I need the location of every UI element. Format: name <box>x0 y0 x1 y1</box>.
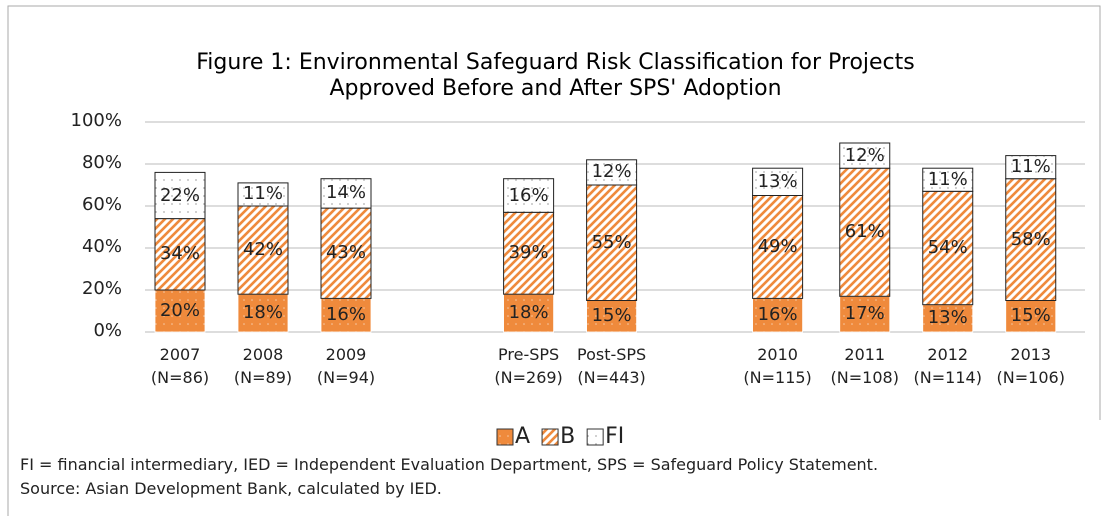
bar-segment <box>922 167 974 192</box>
y-tick-label: 80% <box>81 152 122 173</box>
bar-segment <box>752 195 804 299</box>
data-label: 11% <box>927 168 968 190</box>
bar-segment <box>320 178 372 209</box>
x-tick-label: Post-SPS (N=443) <box>576 345 647 387</box>
data-label: 12% <box>844 144 885 166</box>
data-label: 20% <box>159 300 200 321</box>
bar-segment <box>922 190 974 306</box>
data-label: 22% <box>159 184 200 206</box>
bar-segment <box>503 293 555 333</box>
bar-segment <box>154 289 206 333</box>
data-label: 12% <box>591 161 632 183</box>
bar-segment <box>1005 155 1057 180</box>
data-label: 14% <box>325 182 366 204</box>
bar-segment <box>237 205 289 295</box>
data-label: 13% <box>757 170 798 192</box>
x-tick-label: 2008 (N=89) <box>233 345 293 387</box>
x-tick-label: 2007 (N=86) <box>150 345 210 387</box>
data-label: 43% <box>325 242 366 264</box>
x-tick-label: 2010 (N=115) <box>743 345 812 387</box>
bar-segment <box>586 300 637 333</box>
data-label: 11% <box>1010 156 1051 178</box>
legend-swatch <box>496 428 514 446</box>
bar-segment <box>752 167 804 196</box>
y-tick-label: 60% <box>81 194 122 215</box>
data-label: 54% <box>927 237 968 258</box>
legend-label: FI <box>605 424 625 449</box>
data-label: 55% <box>591 231 632 253</box>
data-label: 15% <box>1010 305 1051 327</box>
bar-segment <box>1005 178 1057 301</box>
bar-segment <box>503 211 555 295</box>
y-tick-label: 40% <box>81 236 122 257</box>
data-label: 13% <box>927 307 968 329</box>
note: FI = financial intermediary, IED = Indep… <box>20 455 879 474</box>
bar-segment <box>839 142 891 169</box>
data-label: 42% <box>242 239 283 261</box>
y-tick-label: 100% <box>70 110 122 131</box>
x-tick-label: 2009 (N=94) <box>316 345 376 387</box>
y-tick-label: 0% <box>93 320 122 341</box>
data-label: 16% <box>757 304 798 326</box>
bar-segment <box>154 218 206 291</box>
data-label: 61% <box>844 221 885 243</box>
legend-swatch <box>541 428 559 446</box>
note: Source: Asian Development Bank, calculat… <box>20 479 442 498</box>
bar-segment <box>320 207 372 299</box>
data-label: 49% <box>757 235 798 257</box>
legend-swatch <box>586 428 604 446</box>
x-tick-label: 2012 (N=114) <box>913 345 982 387</box>
bar-segment <box>237 293 289 333</box>
y-tick-label: 20% <box>81 278 122 299</box>
data-label: 39% <box>508 242 549 264</box>
x-tick-label: Pre-SPS (N=269) <box>494 345 563 387</box>
data-label: 17% <box>844 303 885 325</box>
bar-segment <box>1005 300 1057 333</box>
data-label: 34% <box>159 243 200 265</box>
bar-segment <box>154 171 206 220</box>
frame <box>7 5 1101 516</box>
legend-label: B <box>560 424 576 449</box>
bar-segment <box>503 178 555 213</box>
bar-segment <box>586 184 638 301</box>
chart-title: Figure 1: Environmental Safeguard Risk C… <box>196 50 915 101</box>
data-label: 16% <box>325 304 366 326</box>
legend-label: A <box>515 424 531 449</box>
bar-segment <box>237 182 289 207</box>
x-tick-label: 2013 (N=106) <box>996 345 1065 387</box>
data-label: 18% <box>508 302 549 324</box>
data-label: 15% <box>591 305 632 327</box>
bar-segment <box>586 159 638 186</box>
data-label: 18% <box>242 302 283 324</box>
data-label: 16% <box>508 184 549 206</box>
x-tick-label: 2011 (N=108) <box>830 345 899 387</box>
data-label: 58% <box>1010 228 1051 250</box>
data-label: 11% <box>242 183 283 205</box>
bar-segment <box>320 297 372 333</box>
